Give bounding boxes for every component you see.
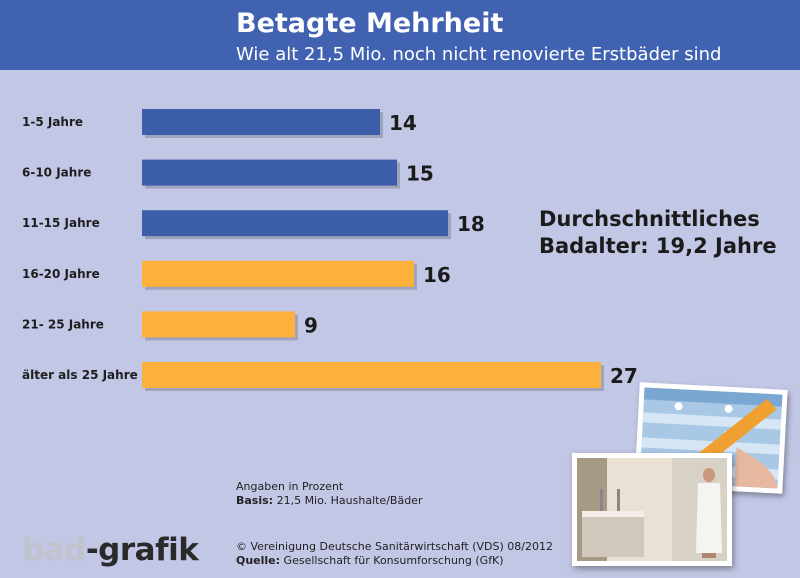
copyright-note: © Vereinigung Deutsche Sanitärwirtschaft… [236, 540, 553, 553]
category-label: 6-10 Jahre [22, 166, 91, 180]
bar [142, 311, 295, 338]
category-label: 1-5 Jahre [22, 115, 83, 129]
bar [142, 362, 601, 388]
chart-subtitle: Wie alt 21,5 Mio. noch nicht renovierte … [236, 44, 722, 65]
data-label: 18 [457, 212, 485, 236]
basis-label: Basis: [236, 494, 274, 507]
bar-chart: 1-5 Jahre 14 6-10 Jahre 15 11-15 Jahre 18 16-2… [22, 109, 638, 391]
bad-grafik-logo: bad-grafik [22, 532, 199, 568]
data-label: 14 [389, 111, 417, 135]
data-label: 27 [610, 364, 638, 388]
average-label: Durchschnittliches [539, 207, 760, 231]
data-label: 9 [304, 313, 318, 337]
bar [142, 260, 414, 287]
source-label: Quelle: [236, 554, 281, 567]
average-age-callout: Durchschnittliches Badalter: 19,2 Jahre [539, 206, 777, 260]
bar [142, 210, 448, 237]
average-value: Badalter: 19,2 Jahre [539, 234, 777, 258]
category-label: 16-20 Jahre [22, 267, 100, 281]
data-label: 16 [423, 263, 451, 287]
source-note: Quelle: Gesellschaft für Konsumforschung… [236, 554, 504, 567]
basis-text: 21,5 Mio. Haushalte/Bäder [273, 494, 423, 507]
chart-title: Betagte Mehrheit [236, 8, 504, 39]
bar [142, 159, 397, 186]
bathroom-photo [572, 453, 732, 566]
unit-note: Angaben in Prozent [236, 480, 344, 493]
header-banner: Betagte Mehrheit Wie alt 21,5 Mio. noch … [0, 0, 800, 70]
category-label: älter als 25 Jahre [22, 368, 138, 382]
category-label: 21- 25 Jahre [22, 317, 104, 331]
data-label: 15 [406, 162, 434, 186]
category-label: 11-15 Jahre [22, 216, 100, 230]
bar [142, 109, 380, 135]
basis-note: Basis: 21,5 Mio. Haushalte/Bäder [236, 494, 422, 507]
source-text: Gesellschaft für Konsumforschung (GfK) [280, 554, 504, 567]
